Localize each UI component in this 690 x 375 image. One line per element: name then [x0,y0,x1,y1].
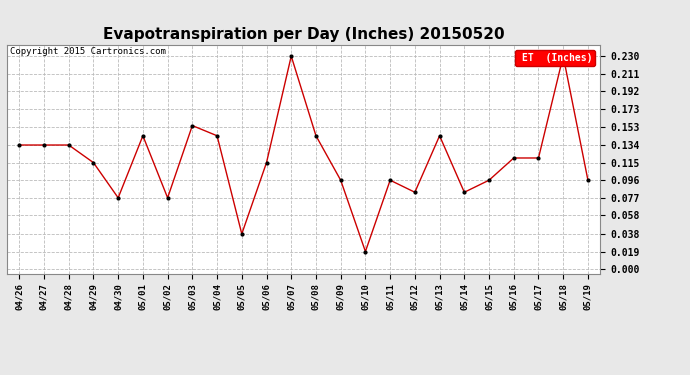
Title: Evapotranspiration per Day (Inches) 20150520: Evapotranspiration per Day (Inches) 2015… [103,27,504,42]
Text: Copyright 2015 Cartronics.com: Copyright 2015 Cartronics.com [10,47,166,56]
Legend: ET  (Inches): ET (Inches) [515,50,595,66]
